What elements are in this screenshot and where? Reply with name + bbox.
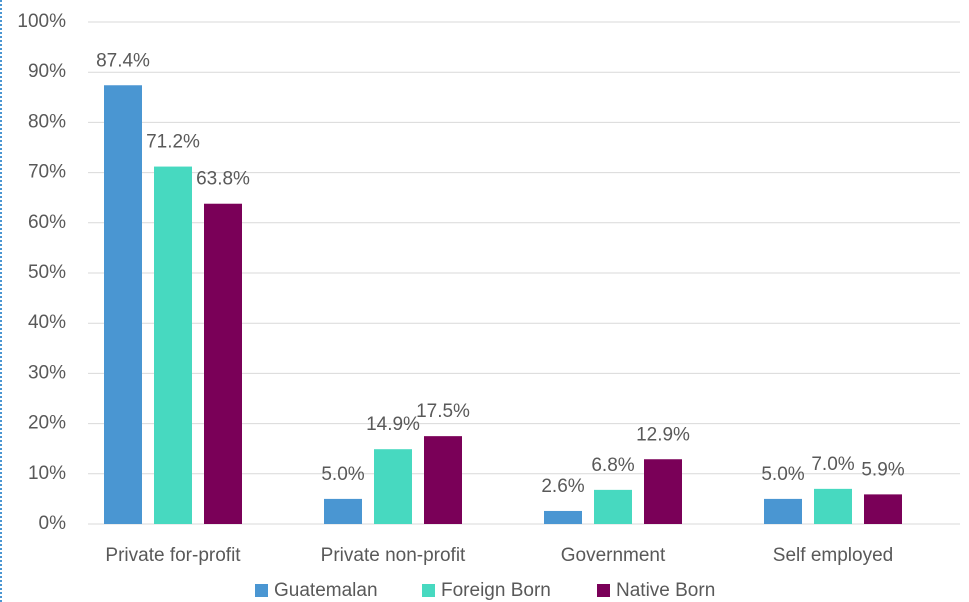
bar <box>864 494 902 524</box>
x-tick-label: Government <box>561 545 666 566</box>
bar <box>544 510 582 524</box>
data-label: 12.9% <box>636 424 690 445</box>
legend-swatch <box>597 584 610 597</box>
y-tick-label: 70% <box>28 162 66 183</box>
legend-label: Guatemalan <box>274 580 378 601</box>
bar <box>104 85 142 524</box>
data-label: 63.8% <box>196 169 250 190</box>
data-label: 71.2% <box>146 132 200 153</box>
bar <box>374 449 412 524</box>
y-tick-label: 10% <box>28 463 66 484</box>
bar <box>204 203 242 524</box>
bar <box>644 459 682 524</box>
y-tick-label: 100% <box>17 11 66 32</box>
bar <box>154 166 192 525</box>
data-label: 7.0% <box>811 454 854 475</box>
y-tick-label: 0% <box>39 513 67 534</box>
bar <box>594 489 632 524</box>
data-label: 2.6% <box>541 476 584 497</box>
data-label: 6.8% <box>591 455 634 476</box>
y-tick-label: 80% <box>28 111 66 132</box>
legend-label: Native Born <box>616 580 715 601</box>
data-label: 87.4% <box>96 50 150 71</box>
data-label: 5.0% <box>321 464 364 485</box>
legend-swatch <box>422 584 435 597</box>
y-tick-label: 50% <box>28 262 66 283</box>
y-tick-label: 20% <box>28 413 66 434</box>
bar <box>424 436 462 524</box>
legend-swatch <box>255 584 268 597</box>
legend-label: Foreign Born <box>441 580 551 601</box>
bar <box>814 488 852 524</box>
data-label: 5.9% <box>861 459 904 480</box>
y-tick-label: 40% <box>28 312 66 333</box>
bar <box>764 498 802 524</box>
data-label: 5.0% <box>761 464 804 485</box>
y-tick-label: 60% <box>28 212 66 233</box>
x-tick-label: Private non-profit <box>321 545 466 566</box>
data-label: 17.5% <box>416 401 470 422</box>
data-label: 14.9% <box>366 414 420 435</box>
y-tick-label: 30% <box>28 362 66 383</box>
bar <box>324 498 362 524</box>
x-tick-label: Private for-profit <box>105 545 241 566</box>
x-tick-label: Self employed <box>773 545 893 566</box>
y-tick-label: 90% <box>28 61 66 82</box>
